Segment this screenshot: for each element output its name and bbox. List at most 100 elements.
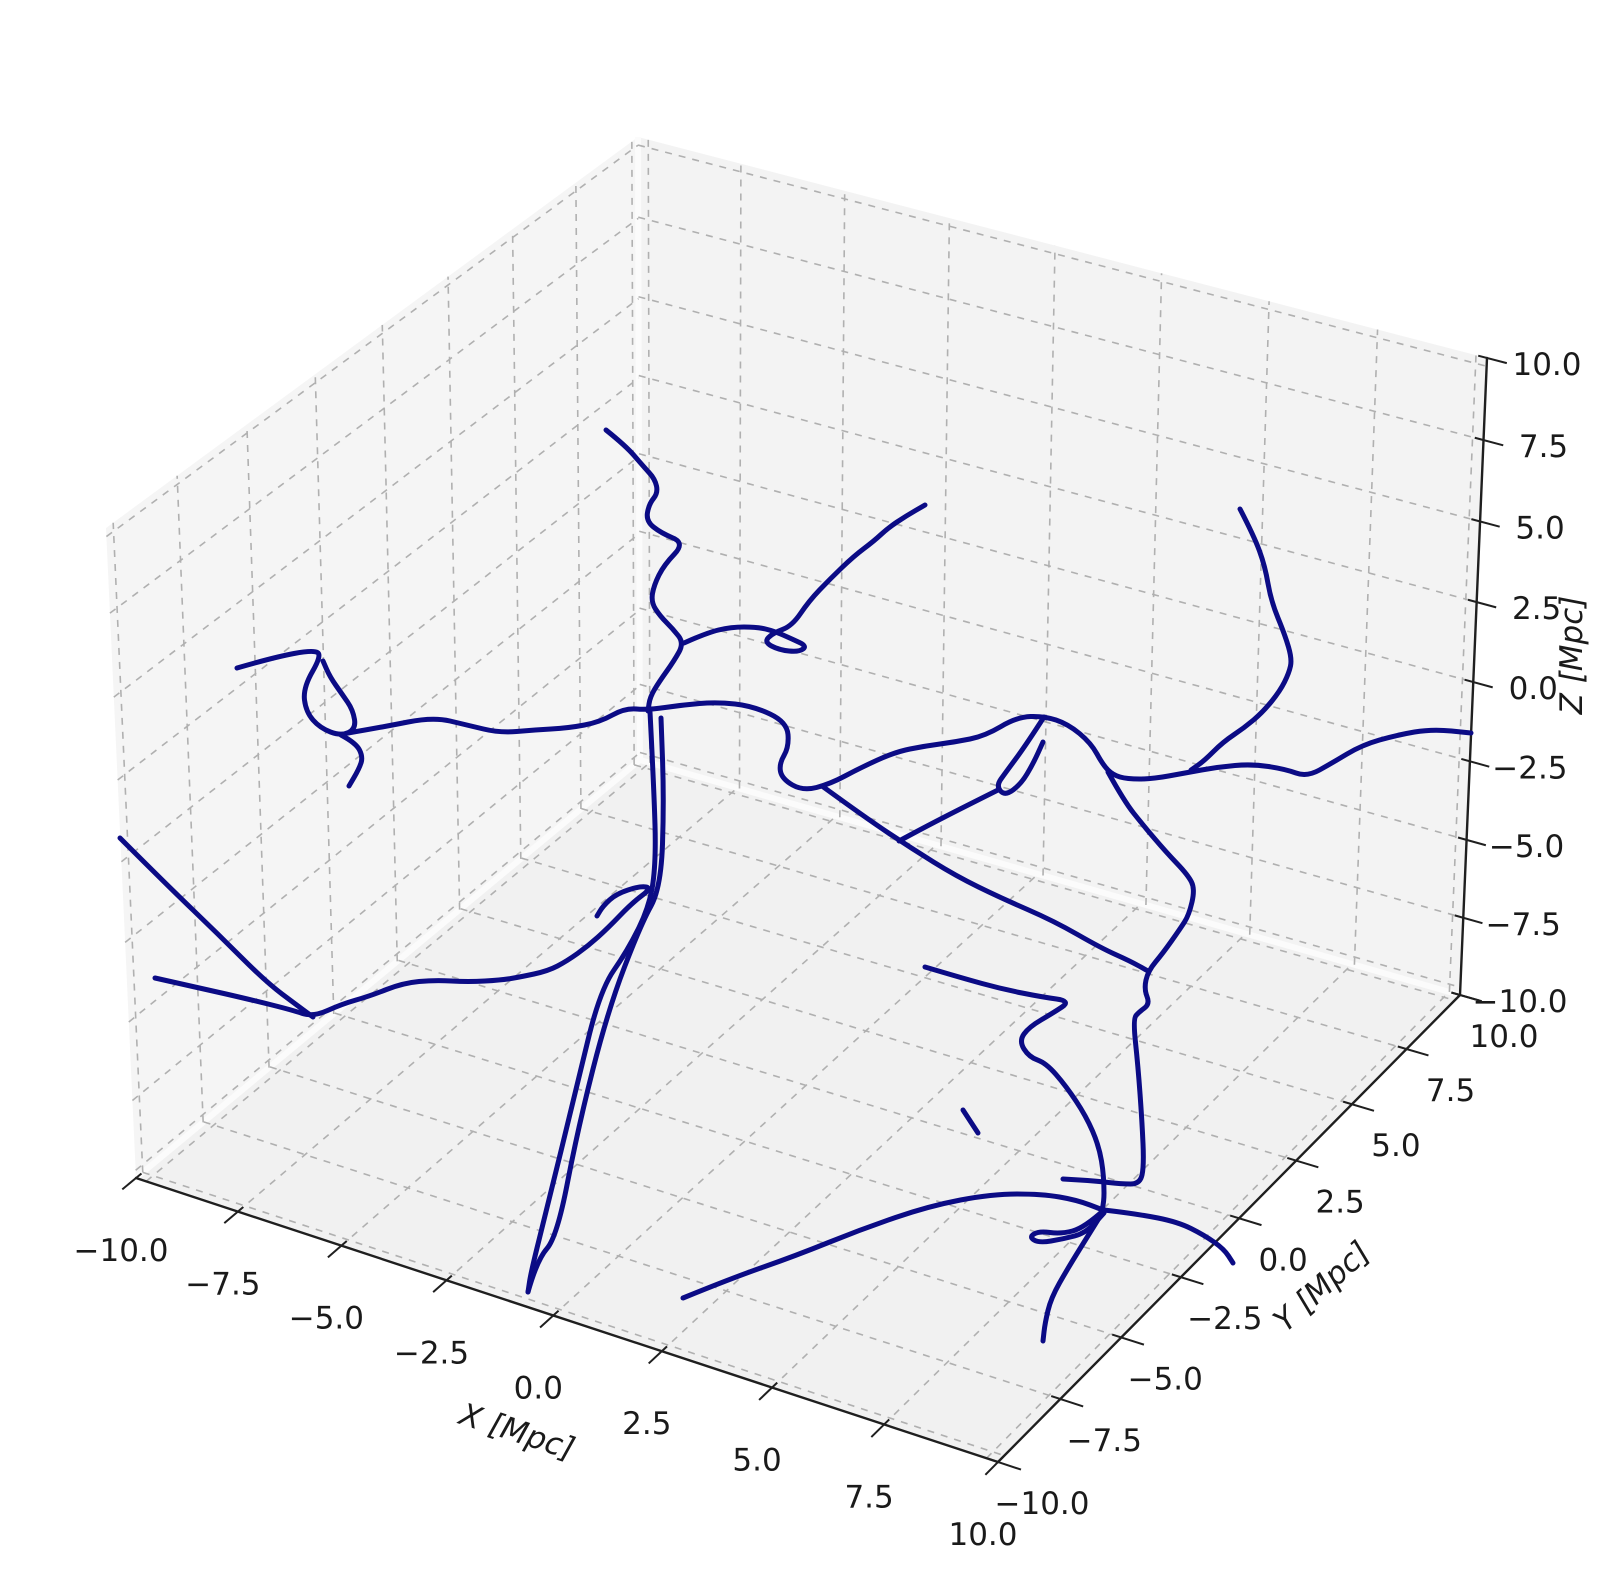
- y-tick-label: −7.5: [1067, 1423, 1142, 1459]
- gridline: [633, 764, 1455, 1002]
- gridline: [647, 139, 651, 763]
- tick-mark: [327, 1240, 348, 1259]
- z-tick-label: −5.0: [1489, 829, 1564, 865]
- gridline: [638, 216, 1484, 441]
- gridline: [117, 377, 640, 781]
- x-tick-label: 7.5: [844, 1479, 893, 1515]
- y-tick-label: 5.0: [1371, 1128, 1420, 1164]
- filament-right-wall-s-curve-with-left-hook: [1060, 769, 1196, 1187]
- tick-mark: [1474, 436, 1504, 447]
- pane-seam: [635, 136, 643, 761]
- y-axis-spine: [996, 993, 1462, 1464]
- gridline: [511, 229, 522, 859]
- y-tick-label: −2.5: [1187, 1301, 1262, 1337]
- gridline: [638, 374, 1477, 603]
- tick-mark: [984, 1456, 1004, 1476]
- tick-mark: [1050, 1395, 1084, 1408]
- y-tick-label: −5.0: [1128, 1361, 1203, 1397]
- gridline: [314, 374, 335, 1015]
- gridline: [581, 807, 1407, 1050]
- x-axis-title: X [Mpc]: [453, 1396, 579, 1468]
- y-tick-label: 0.0: [1258, 1242, 1307, 1278]
- z-tick-label: −7.5: [1486, 907, 1561, 943]
- x-tick-label: −7.5: [185, 1267, 260, 1303]
- z-axis-spine: [1458, 356, 1489, 997]
- gridline: [113, 298, 640, 698]
- axis-spines: [134, 356, 1489, 1464]
- z-tick-label: −10.0: [1473, 984, 1568, 1020]
- gridline: [124, 532, 640, 944]
- gridline: [120, 455, 640, 863]
- gridline: [883, 963, 1353, 1426]
- x-tick-label: 2.5: [622, 1406, 671, 1442]
- gridline: [203, 1121, 1061, 1400]
- gridline: [771, 933, 1247, 1389]
- y-tick-label: 7.5: [1426, 1073, 1475, 1109]
- tick-mark: [1397, 1045, 1429, 1057]
- gridline: [109, 217, 639, 614]
- tick-mark: [1454, 914, 1483, 925]
- tick-mark: [1111, 1333, 1145, 1346]
- tick-mark: [1477, 354, 1508, 365]
- z-tick-label: 10.0: [1512, 347, 1581, 383]
- gridline: [661, 903, 1142, 1352]
- z-tick-label: −2.5: [1492, 750, 1567, 786]
- x-tick-label: 5.0: [732, 1443, 781, 1479]
- filament-small-cusp-loop: [995, 714, 1047, 796]
- gridline: [142, 1171, 1005, 1457]
- tick-mark: [870, 1418, 890, 1438]
- pane-seam: [134, 757, 642, 1181]
- gridline: [445, 844, 937, 1281]
- z-tick-label: 7.5: [1519, 429, 1568, 465]
- y-tick-label: 10.0: [1469, 1019, 1538, 1055]
- filament-bottom-long-filament: [680, 1191, 1106, 1301]
- gridline: [398, 959, 1240, 1220]
- filament-needle-returning-strand: [525, 715, 666, 1295]
- filament-left-wall-segment-with-teardrop-loop: [234, 648, 358, 737]
- x-axis-spine: [134, 1176, 1000, 1464]
- gridline: [105, 144, 639, 538]
- x-tick-label: −5.0: [289, 1301, 364, 1337]
- filament-isolated-dash: [960, 1107, 981, 1136]
- gridline: [639, 530, 1471, 763]
- filament-cusp-loop-tail: [896, 787, 1001, 844]
- filament-main-horizontal-filament: [345, 700, 1474, 792]
- x-tick-label: 10.0: [948, 1517, 1017, 1553]
- tick-mark: [223, 1206, 244, 1224]
- gridline: [839, 190, 846, 818]
- gridline: [985, 991, 1450, 1459]
- pane-right-wall: [638, 137, 1487, 995]
- x-tick-label: −2.5: [394, 1335, 469, 1371]
- gridline: [575, 182, 582, 809]
- gridline: [128, 609, 641, 1023]
- z-axis-title: Z [Mpc]: [1554, 596, 1590, 716]
- gridline: [639, 683, 1464, 919]
- pane-seam: [639, 757, 1461, 998]
- filament-teardrop-loop-tail: [338, 732, 365, 789]
- gridline: [638, 452, 1474, 683]
- filament-curves: [117, 427, 1474, 1344]
- gridline: [237, 787, 738, 1213]
- pane-left-wall: [106, 137, 640, 1178]
- filament-far-left-diagonal: [117, 835, 316, 1020]
- gridline: [738, 163, 742, 789]
- tick-mark: [1464, 678, 1493, 689]
- filament-needle-descending-strand: [525, 709, 658, 1295]
- gridline: [135, 751, 641, 1171]
- gridline: [638, 295, 1481, 523]
- pane-seams: [134, 136, 1461, 1181]
- tick-mark: [648, 1345, 668, 1365]
- tick-mark: [432, 1274, 453, 1293]
- x-tick-label: 0.0: [514, 1370, 563, 1406]
- tick-mark: [1467, 598, 1497, 609]
- tick-mark: [1451, 991, 1483, 1003]
- tick-mark: [758, 1381, 778, 1401]
- tick-mark: [121, 1172, 143, 1191]
- filament-junction-branch-lower-right: [1101, 1207, 1236, 1266]
- filament-branch-to-southeast-junction: [819, 783, 1151, 974]
- tick-mark: [1461, 757, 1490, 768]
- gridline: [521, 857, 1353, 1106]
- gridline: [639, 751, 1461, 989]
